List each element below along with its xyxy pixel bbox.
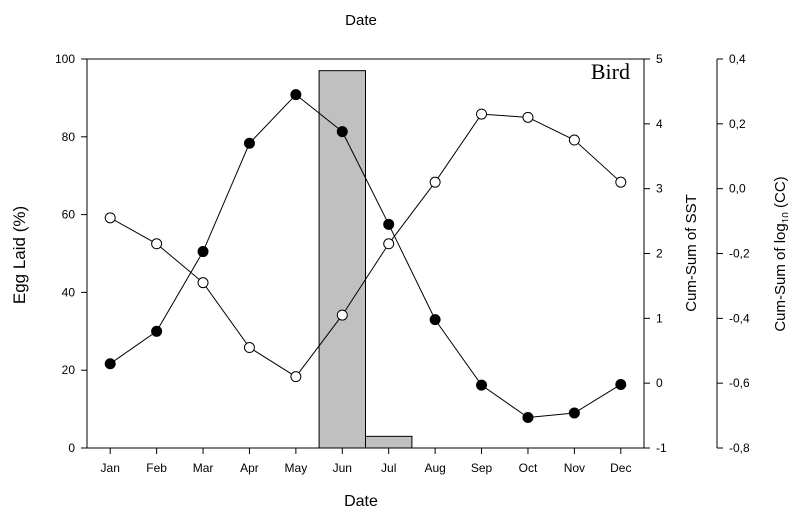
y-tick-label: -0,4: [729, 311, 750, 325]
top-date-label: Date: [345, 12, 377, 29]
x-tick-label: Feb: [146, 461, 167, 475]
y-tick-label: 40: [62, 285, 76, 299]
y-tick-label: 5: [656, 52, 663, 66]
point-filled-jun: [336, 126, 348, 138]
point-filled-dec: [615, 378, 627, 390]
y-tick-label: 80: [62, 130, 76, 144]
x-tick-label: Nov: [564, 461, 585, 475]
x-tick-label: May: [285, 461, 308, 475]
y-tick-label: 4: [656, 117, 663, 131]
y-right2-label: Cum-Sum of log10 (CC): [772, 176, 788, 331]
x-tick-label: Jun: [333, 461, 352, 475]
y-right1-label: Cum-Sum of SST: [683, 194, 700, 312]
point-open-jul: [383, 238, 395, 250]
x-ticks: Jan Feb Mar Apr May Jun Jul Aug Sep Oct Nov Dec: [101, 448, 631, 475]
point-open-apr: [243, 342, 255, 354]
point-open-jun: [336, 309, 348, 321]
y-tick-label: -0,8: [729, 441, 750, 455]
y-tick-label: 0,2: [729, 117, 746, 131]
panel-label: Bird: [591, 59, 630, 84]
point-filled-jul: [383, 218, 395, 230]
series-line-filled: [109, 93, 622, 419]
point-open-sep: [476, 108, 488, 120]
y-tick-label: 0: [68, 441, 75, 455]
point-open-oct: [522, 111, 534, 123]
point-filled-feb: [151, 325, 163, 337]
point-filled-jan: [104, 358, 116, 370]
x-axis-label: Date: [344, 493, 378, 510]
x-tick-label: Sep: [471, 461, 493, 475]
y-tick-label: 1: [656, 311, 663, 325]
y-tick-label: 2: [656, 247, 663, 261]
point-open-may: [290, 371, 302, 383]
point-filled-aug: [429, 314, 441, 326]
bars-layer: [318, 70, 413, 449]
y-right2-label-suffix: (CC): [772, 176, 788, 212]
x-tick-label: Jul: [381, 461, 396, 475]
x-tick-label: Apr: [240, 461, 259, 475]
y-tick-label: 0,0: [729, 182, 746, 196]
x-tick-label: Jan: [101, 461, 120, 475]
y-tick-label: -0,2: [729, 247, 750, 261]
point-open-mar: [197, 277, 209, 289]
x-tick-label: Mar: [193, 461, 214, 475]
point-filled-oct: [522, 412, 534, 424]
x-tick-label: Oct: [519, 461, 538, 475]
point-filled-may: [290, 89, 302, 101]
y-tick-label: 60: [62, 208, 76, 222]
point-open-feb: [151, 238, 163, 250]
point-open-jan: [104, 212, 116, 224]
x-tick-label: Dec: [610, 461, 631, 475]
right1-ticks: -1 0 1 2 3 4 5: [644, 52, 667, 455]
y-tick-label: -1: [656, 441, 667, 455]
left-ticks: 0 20 40 60 80 100: [55, 52, 87, 455]
x-tick-label: Aug: [424, 461, 445, 475]
series-layer: [104, 89, 627, 424]
y-tick-label: -0,6: [729, 376, 750, 390]
y-right2-label-prefix: Cum-Sum of log: [772, 223, 788, 331]
y-tick-label: 20: [62, 363, 76, 377]
right2-ticks: -0,8 -0,6 -0,4 -0,2 0,0 0,2 0,4: [717, 52, 750, 455]
y-tick-label: 0,4: [729, 52, 746, 66]
y-right2-label-sub: 10: [781, 212, 788, 224]
bar-jul: [365, 435, 413, 449]
y-tick-label: 3: [656, 182, 663, 196]
point-open-dec: [615, 176, 627, 188]
y-left-label: Egg Laid (%): [10, 206, 29, 304]
point-filled-sep: [476, 379, 488, 391]
y-tick-label: 100: [55, 52, 75, 66]
point-filled-mar: [197, 246, 209, 258]
point-filled-apr: [243, 137, 255, 149]
point-open-nov: [568, 134, 580, 146]
point-open-aug: [429, 176, 441, 188]
point-filled-nov: [568, 407, 580, 419]
series-line-open: [109, 113, 622, 378]
y-tick-label: 0: [656, 376, 663, 390]
